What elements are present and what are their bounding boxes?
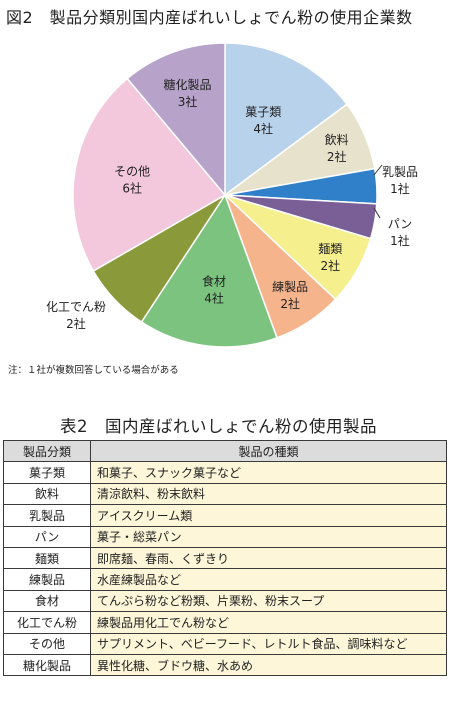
row-category: 糖化製品 [3,653,91,677]
row-category: 飲料 [3,482,91,506]
slice-label: 食材 4社 [202,274,226,306]
leader-line [373,207,381,219]
row-examples: アイスクリーム類 [90,504,447,527]
slice-label: パン 1社 [388,217,413,248]
table-row: パン 菓子・総菜パン [3,525,447,548]
pie-slice [224,42,348,197]
table-row: 飲料 清涼飲料、粉末飲料 [3,482,447,506]
slice-label: その他 6社 [114,165,150,196]
row-category: 化工でん粉 [3,611,91,634]
row-category: 食材 [3,589,91,613]
slice-label: 飲料 2社 [325,132,349,164]
table-row: 糖化製品 異性化糖、ブドウ糖、水あめ [3,653,447,677]
row-category: その他 [3,632,91,655]
slice-label: 菓子類 4社 [245,105,281,136]
row-category: パン [3,525,91,548]
row-examples: 菓子・総菜パン [90,525,447,548]
header-examples: 製品の種類 [90,439,447,463]
row-examples: 清涼飲料、粉末飲料 [90,482,447,506]
row-examples: 水産練製品など [90,568,447,591]
figure-title: 図2 製品分類別国内産ばれいしょでん粉の使用企業数 [6,8,413,27]
row-examples: 即席麺、春雨、くずきり [90,546,447,570]
table-row: 乳製品 アイスクリーム類 [3,504,447,527]
pie-slice [126,42,226,198]
table-row: 食材 てんぷら粉など粉類、片栗粉、粉末スープ [3,589,447,613]
row-category: 練製品 [3,568,91,591]
header-category: 製品分類 [3,439,91,463]
row-examples: 練製品用化工でん粉など [90,611,447,634]
row-category: 菓子類 [3,461,91,484]
table-row: その他 サプリメント、ベビーフード、レトルト食品、調味料など [3,632,447,655]
pie-slice [140,193,278,348]
figure-note: 注：１社が複数回答している場合がある [8,365,179,376]
row-examples: 和菓子、スナック菓子など [90,461,447,484]
pie-slice [72,77,227,273]
slice-label: 練製品 2社 [272,280,308,311]
table-header-row: 製品分類 製品の種類 [3,439,447,463]
slice-label: 化工でん粉 2社 [46,300,106,331]
product-usage-table: 製品分類 製品の種類 菓子類 和菓子、スナック菓子など 飲料 清涼飲料、粉末飲料… [3,439,447,677]
table-title: 表2 国内産ばれいしょでん粉の使用製品 [60,417,377,436]
table-row: 菓子類 和菓子、スナック菓子など [3,461,447,484]
row-examples: てんぷら粉など粉類、片栗粉、粉末スープ [90,589,447,613]
slice-label: 糖化製品 3社 [164,77,212,109]
row-examples: サプリメント、ベビーフード、レトルト食品、調味料など [90,632,447,655]
table-row: 練製品 水産練製品など [3,568,447,591]
table-row: 化工でん粉 練製品用化工でん粉など [3,611,447,634]
row-examples: 異性化糖、ブドウ糖、水あめ [90,653,447,677]
leader-line [373,164,383,176]
row-category: 麺類 [3,546,91,570]
table-row: 麺類 即席麺、春雨、くずきり [3,546,447,570]
slice-label: 乳製品 1社 [382,165,418,196]
row-category: 乳製品 [3,504,91,527]
slice-label: 麺類 2社 [318,242,342,273]
